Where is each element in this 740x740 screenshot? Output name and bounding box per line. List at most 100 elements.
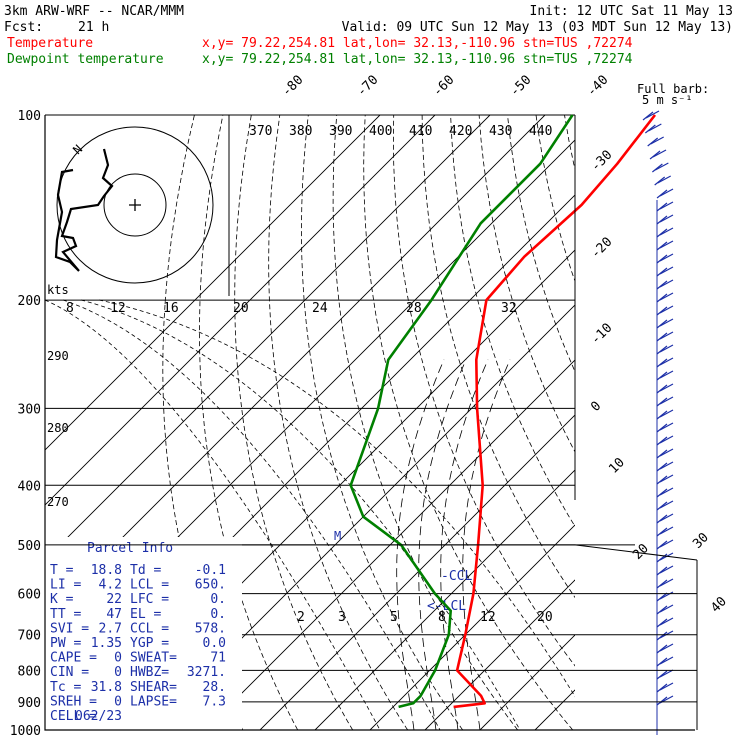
moist-adiabat-line bbox=[462, 359, 511, 730]
parcel-info-cell: EL = bbox=[130, 607, 161, 622]
wind-barb bbox=[656, 553, 668, 563]
wind-barb-flag bbox=[659, 474, 674, 483]
mixing-ratio-label: 5 bbox=[390, 610, 398, 625]
parcel-info-cell: 0. bbox=[210, 592, 226, 607]
wind-barb-flag bbox=[659, 487, 674, 496]
wind-barb bbox=[656, 475, 668, 485]
wind-barb-flag bbox=[659, 266, 674, 275]
forecast-hours: 21 h bbox=[78, 20, 109, 35]
wind-barb bbox=[654, 176, 666, 186]
hodograph-ring-label: 16 bbox=[163, 301, 179, 316]
hodograph-kts-label: kts bbox=[47, 283, 69, 297]
wind-barb bbox=[656, 644, 668, 654]
moist-adiabat-line bbox=[396, 359, 445, 730]
isotherm-label: 40 bbox=[708, 594, 730, 616]
wind-barb-flag bbox=[659, 682, 674, 691]
wind-barb-flag bbox=[645, 110, 660, 119]
forecast-label: Fcst: bbox=[4, 20, 43, 35]
parcel-info-cell: SHEAR= bbox=[130, 680, 177, 695]
wind-barb bbox=[644, 124, 656, 134]
m-annotation: M bbox=[334, 529, 341, 543]
isotherm-line bbox=[45, 115, 546, 616]
isotherm-label: -40 bbox=[584, 73, 611, 100]
mixing-ratio-label: 8 bbox=[438, 610, 446, 625]
wind-barb-flag bbox=[655, 162, 669, 171]
wind-barb bbox=[656, 488, 668, 498]
temperature-profile-line bbox=[453, 114, 657, 709]
wind-barb bbox=[651, 163, 663, 173]
parcel-info-cell: 650. bbox=[195, 578, 226, 593]
parcel-info-cell: 578. bbox=[195, 621, 226, 636]
parcel-info-cell: CELL = bbox=[50, 709, 97, 724]
pressure-tick-label: 900 bbox=[18, 696, 41, 711]
hodograph-direction-label: N bbox=[70, 142, 85, 157]
wind-barb bbox=[656, 293, 668, 303]
wind-barb bbox=[656, 579, 668, 589]
dry-adiabat-line bbox=[332, 115, 519, 730]
dry-adiabat-line bbox=[268, 115, 409, 730]
parcel-info-cell: CCL = bbox=[130, 621, 169, 636]
isotherm-line bbox=[149, 304, 575, 730]
wind-barb bbox=[656, 319, 668, 329]
wind-barb bbox=[656, 540, 668, 550]
parcel-info-cell: Td = bbox=[130, 563, 161, 578]
moist-adiabat-line bbox=[418, 359, 467, 730]
dry-adiabat-line bbox=[735, 115, 740, 730]
parcel-info-cell: -0.1 bbox=[195, 563, 226, 578]
wind-barb-flag bbox=[650, 136, 664, 145]
wind-barb bbox=[656, 696, 668, 706]
model-title: 3km ARW-WRF -- NCAR/MMM bbox=[4, 4, 184, 19]
dry-adiabat-line bbox=[478, 115, 575, 453]
parcel-info-cell: 0. bbox=[210, 607, 226, 622]
dry-adiabat-line bbox=[392, 115, 575, 667]
hodograph-ring-inner bbox=[103, 173, 167, 237]
parcel-info-cell: 2.7 bbox=[99, 621, 122, 636]
legend-dewpoint-label: Dewpoint temperature bbox=[7, 52, 164, 67]
moist-adiabat-line bbox=[440, 359, 489, 730]
wind-barb bbox=[656, 267, 668, 277]
parcel-info-cell: SWEAT= bbox=[130, 651, 177, 666]
legend-dewpoint-location: x,y= 79.22,254.81 lat,lon= 32.13,-110.96… bbox=[202, 52, 633, 67]
wind-barb-flag bbox=[648, 123, 662, 132]
theta-e-label: 390 bbox=[329, 124, 352, 139]
parcel-info-cell: LFC = bbox=[130, 592, 169, 607]
wind-barb-flag bbox=[659, 578, 674, 587]
theta-e-label: 400 bbox=[369, 124, 392, 139]
isotherm-line bbox=[204, 359, 575, 730]
wind-barb bbox=[656, 618, 668, 628]
wind-barb-flag bbox=[659, 669, 674, 678]
parcel-info-cell: PW = bbox=[50, 636, 81, 651]
parcel-info-cell: 4.2 bbox=[99, 578, 122, 593]
wind-barb-flag bbox=[659, 344, 674, 353]
dry-adiabat-line bbox=[707, 115, 740, 730]
isotherm-label: 10 bbox=[606, 455, 628, 477]
profiles bbox=[349, 114, 657, 709]
theta-e-label: 410 bbox=[409, 124, 432, 139]
wind-barb-flag bbox=[659, 643, 674, 652]
barb-key-line1: Full barb: bbox=[637, 82, 709, 96]
wind-barb-flag bbox=[659, 409, 674, 418]
wind-barb bbox=[656, 241, 668, 251]
theta-e-label: 430 bbox=[489, 124, 512, 139]
wind-barb-flag bbox=[659, 383, 674, 392]
parcel-info-cell: HWBZ= bbox=[130, 665, 169, 680]
wind-barb bbox=[656, 566, 668, 576]
wind-barb-flag bbox=[659, 253, 674, 262]
wind-barb bbox=[656, 462, 668, 472]
wind-barb-flag bbox=[659, 448, 674, 457]
mixing-ratio-label: 12 bbox=[480, 610, 496, 625]
init-time: Init: 12 UTC Sat 11 May 13 bbox=[530, 4, 734, 19]
pressure-tick-label: 600 bbox=[18, 588, 41, 603]
parcel-info-cell: T = bbox=[50, 563, 74, 578]
wind-barb bbox=[642, 111, 654, 121]
wind-barb-flag bbox=[659, 318, 674, 327]
isotherm-line bbox=[45, 115, 491, 561]
wind-barb-flag bbox=[659, 279, 674, 288]
isotherm-label: 30 bbox=[690, 530, 712, 552]
wind-barb-flag bbox=[659, 565, 674, 574]
parcel-info-cell: 1.35 bbox=[91, 636, 122, 651]
isotherm-line bbox=[590, 115, 740, 730]
pressure-tick-label: 300 bbox=[18, 402, 41, 417]
